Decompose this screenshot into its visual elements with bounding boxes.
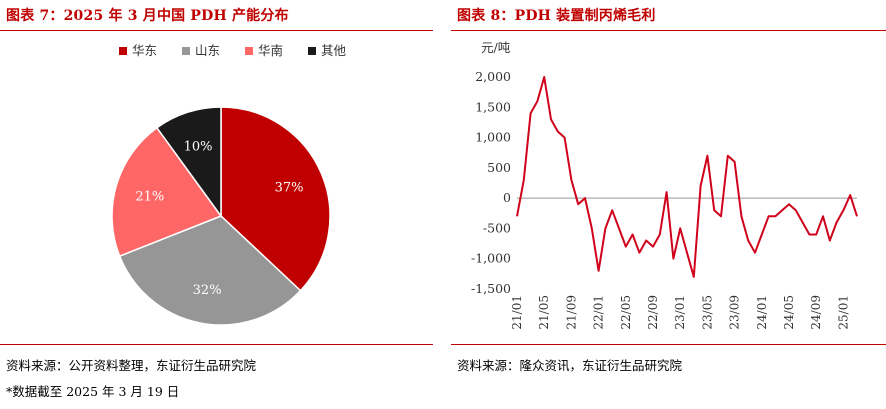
legend-swatch (119, 47, 127, 55)
margin-series-line (516, 76, 858, 278)
pie-slice-1 (118, 215, 302, 326)
y-tick-label: 0 (503, 190, 511, 205)
source-divider (0, 344, 433, 345)
x-tick-label: 21/01 (510, 295, 524, 330)
legend-item-1: 山东 (182, 43, 220, 58)
y-tick-label: -1,000 (471, 251, 511, 266)
pie-value-label-3: 10% (184, 140, 213, 155)
x-tick-label: 24/05 (782, 295, 796, 330)
x-tick-label: 23/01 (673, 295, 687, 330)
right-figure-panel: 图表 8：PDH 装置制丙烯毛利 元/吨 -1,500 -1,000 -500 0 500… (451, 0, 886, 409)
legend-swatch (245, 47, 253, 55)
x-tick-label: 23/09 (728, 295, 742, 330)
left-figure-panel: 图表 7：2025 年 3 月中国 PDH 产能分布 华东 山东 华南 其他 37% 32… (0, 0, 433, 409)
legend-swatch (182, 47, 190, 55)
x-tick-label: 23/05 (700, 295, 714, 330)
y-tick-label: 1,500 (475, 99, 511, 114)
x-tick-label: 21/05 (537, 295, 551, 330)
pie-value-label-0: 37% (275, 181, 304, 196)
title-divider (0, 30, 433, 31)
legend-item-3: 其他 (308, 43, 347, 58)
y-axis-unit-label: 元/吨 (481, 40, 511, 55)
x-tick-label: 22/09 (646, 295, 660, 330)
x-tick-label: 21/09 (564, 295, 578, 330)
x-tick-label: 22/05 (619, 295, 633, 330)
right-source-note: 资料来源：隆众资讯，东证衍生品研究院 (457, 358, 683, 373)
legend-label: 其他 (321, 43, 347, 58)
y-tick-label: -500 (483, 220, 511, 235)
pdh-margin-line-chart: 元/吨 -1,500 -1,000 -500 0 500 1,000 1,500 2,000 21… (471, 40, 858, 330)
source-divider (451, 344, 886, 345)
legend-label: 山东 (195, 43, 220, 58)
x-tick-label: 24/01 (755, 295, 769, 330)
y-tick-label: -1,500 (471, 281, 511, 296)
pie-slice-0 (220, 106, 331, 292)
pie-slice-2 (111, 126, 223, 258)
y-tick-label: 500 (487, 160, 511, 175)
y-tick-label: 1,000 (475, 130, 511, 145)
pie-slice-3 (155, 106, 222, 219)
legend-item-0: 华东 (119, 43, 157, 58)
x-tick-label: 22/01 (592, 295, 606, 330)
legend-swatch (308, 47, 316, 55)
pie-value-label-1: 32% (193, 283, 222, 298)
x-tick-label: 24/09 (809, 295, 823, 330)
left-source-note: 资料来源：公开资料整理，东证衍生品研究院 (6, 358, 257, 373)
legend-label: 华南 (258, 43, 283, 58)
capacity-pie-chart: 华东 山东 华南 其他 37% 32% 21% 10% (111, 43, 347, 326)
figure-7-title: 图表 7：2025 年 3 月中国 PDH 产能分布 (6, 8, 289, 24)
legend-item-2: 华南 (245, 43, 283, 58)
figure-8-title: 图表 8：PDH 装置制丙烯毛利 (457, 8, 656, 24)
data-date-note: *数据截至 2025 年 3 月 19 日 (6, 384, 180, 399)
pie-value-label-2: 21% (135, 189, 164, 204)
legend-label: 华东 (132, 43, 157, 58)
y-tick-label: 2,000 (475, 69, 511, 84)
title-divider (451, 30, 886, 31)
x-tick-label: 25/01 (836, 295, 850, 330)
